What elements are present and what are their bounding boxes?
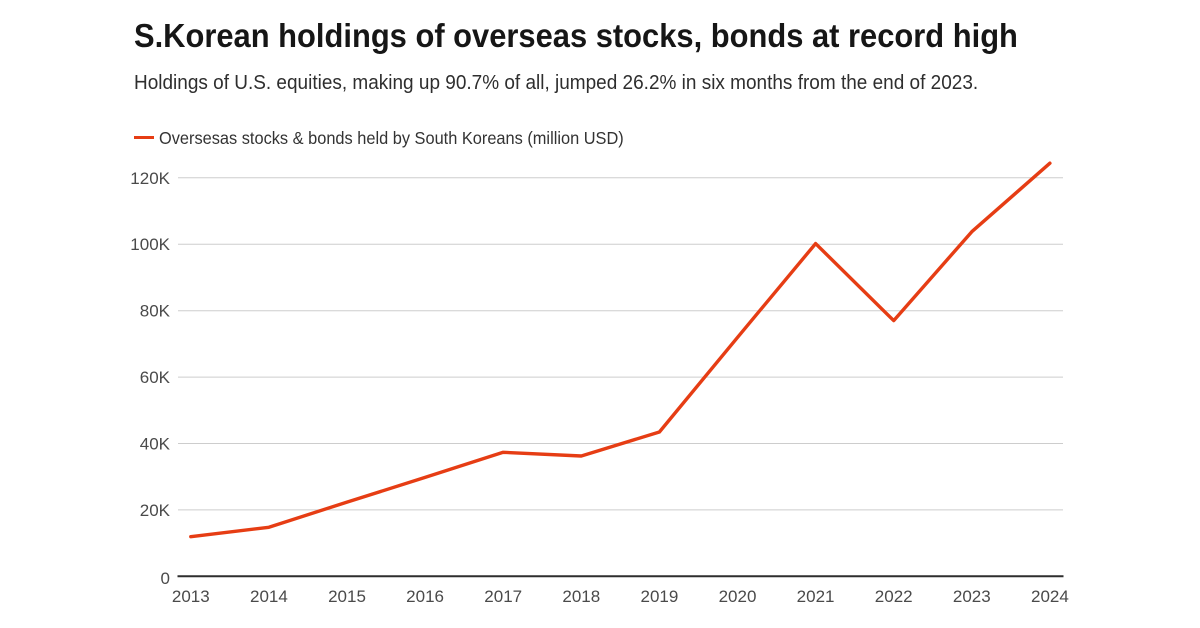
svg-text:2014: 2014	[250, 587, 288, 606]
svg-text:2013: 2013	[172, 587, 210, 606]
svg-text:2021: 2021	[797, 587, 835, 606]
svg-text:20K: 20K	[140, 501, 171, 520]
svg-text:2023: 2023	[953, 587, 991, 606]
svg-text:2016: 2016	[406, 587, 444, 606]
svg-text:80K: 80K	[140, 302, 171, 321]
svg-text:2022: 2022	[875, 587, 913, 606]
svg-text:2024: 2024	[1031, 587, 1069, 606]
svg-text:60K: 60K	[140, 368, 171, 387]
svg-text:40K: 40K	[140, 435, 171, 454]
svg-text:2015: 2015	[328, 587, 366, 606]
svg-text:100K: 100K	[130, 235, 170, 254]
svg-text:2017: 2017	[484, 587, 522, 606]
svg-text:0: 0	[161, 569, 170, 588]
svg-text:120K: 120K	[130, 169, 170, 188]
svg-text:2019: 2019	[640, 587, 678, 606]
svg-text:2018: 2018	[562, 587, 600, 606]
svg-text:2020: 2020	[719, 587, 757, 606]
